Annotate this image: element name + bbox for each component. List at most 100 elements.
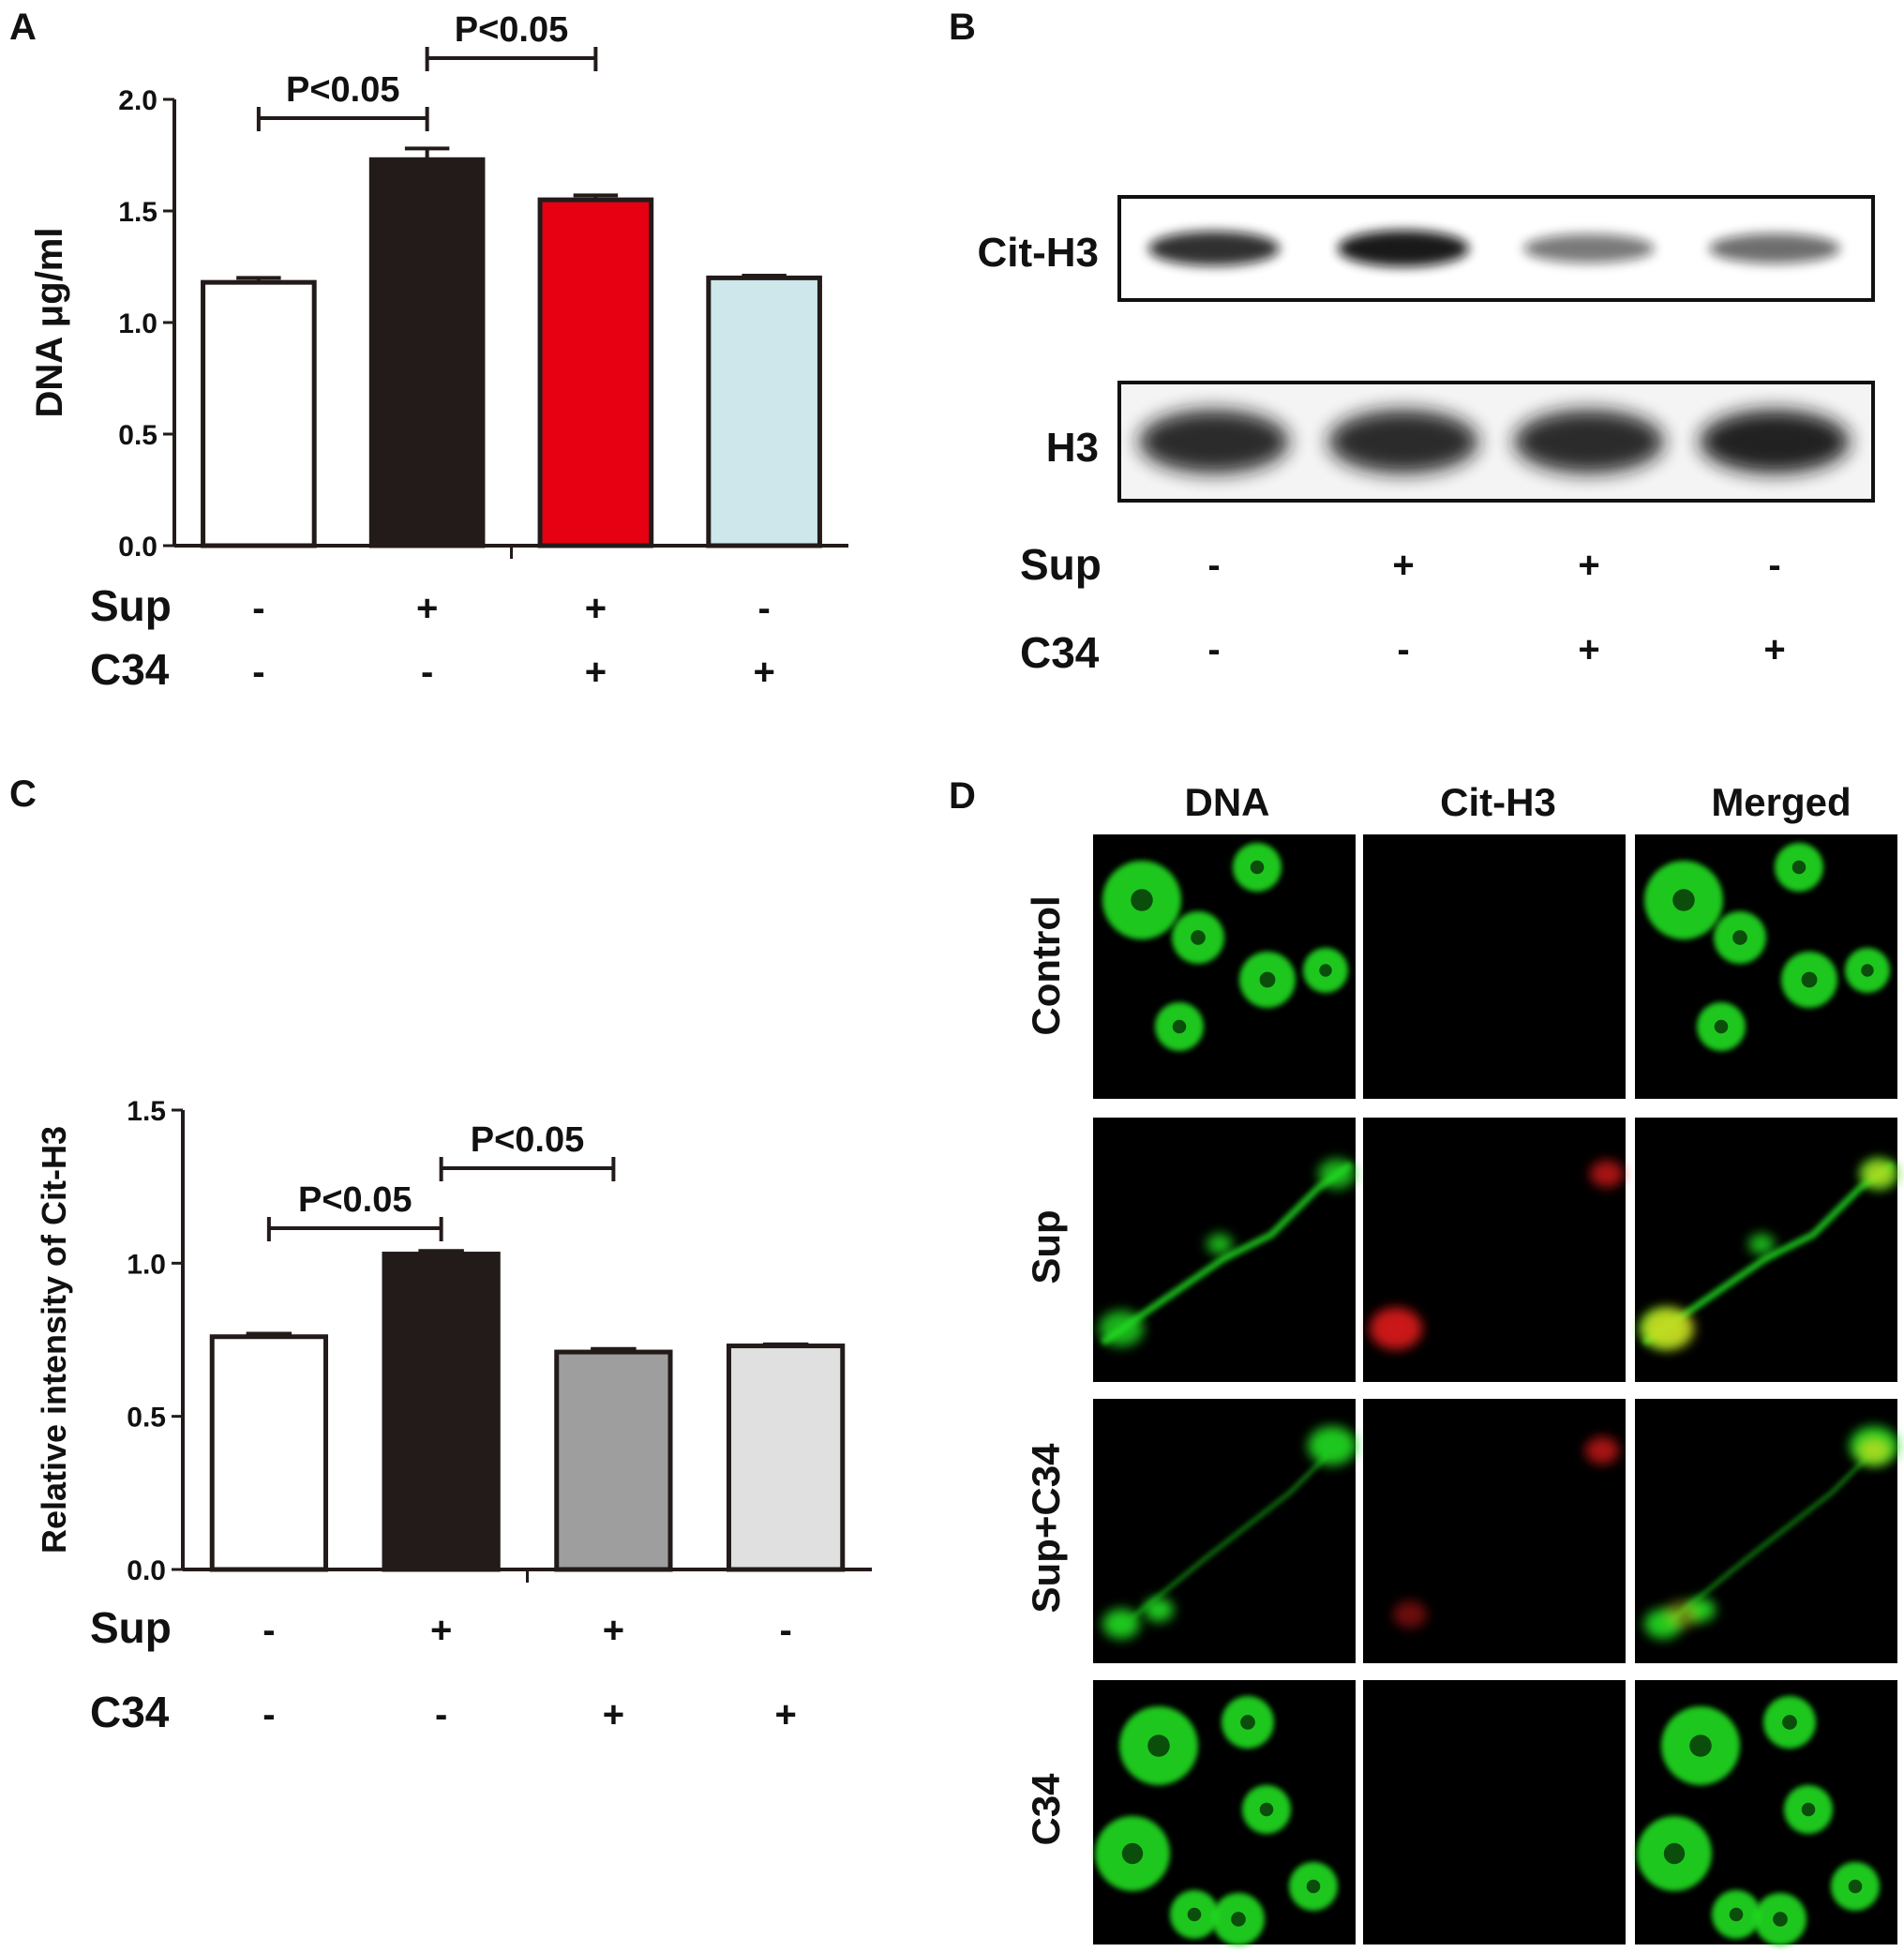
- bar: [382, 1252, 501, 1572]
- h3-band: [1514, 410, 1664, 473]
- cit-h3-signal: [1642, 1307, 1694, 1350]
- micro-tile: [1363, 834, 1626, 1099]
- c34-sign: -: [262, 1694, 275, 1735]
- blot-label-h3: H3: [1046, 425, 1099, 471]
- net-blob: [1748, 1233, 1775, 1255]
- net-blob: [1102, 1609, 1140, 1639]
- y-tick-label: 0.5: [127, 1403, 166, 1434]
- sup-sign: +: [585, 588, 607, 629]
- dna-cell-core: [1231, 1912, 1246, 1927]
- dna-cell-core: [1782, 1715, 1797, 1730]
- condition-label-c34: C34: [90, 645, 170, 694]
- cit-h3-signal: [1857, 1436, 1891, 1464]
- dna-cell-core: [1319, 964, 1332, 977]
- dna-cell-core: [1861, 964, 1874, 977]
- blot-c34-sign: +: [1578, 629, 1599, 670]
- condition-label-c34: C34: [90, 1688, 170, 1736]
- blot-c34-sign: -: [1397, 629, 1409, 670]
- dna-cell-core: [1240, 1715, 1255, 1730]
- blot-sup-sign: +: [1578, 545, 1599, 586]
- c34-sign: -: [435, 1694, 447, 1735]
- dna-cell-core: [1689, 1734, 1712, 1757]
- y-tick-label: 0.0: [127, 1555, 166, 1586]
- y-tick-label: 1.0: [118, 308, 157, 339]
- cit-h3-band: [1709, 233, 1840, 263]
- dna-cell-core: [1801, 971, 1818, 988]
- dna-cell-core: [1729, 1907, 1744, 1922]
- micro-tile: [1635, 834, 1897, 1099]
- y-tick-label: 1.0: [127, 1249, 166, 1280]
- y-tick-label: 1.5: [127, 1096, 166, 1127]
- panel-letter-c: C: [9, 773, 37, 815]
- microscopy-grid: DNA Cit-H3 Merged Control Sup Sup+C34 C3…: [1024, 780, 1898, 1945]
- cit-h3-signal: [1393, 1600, 1427, 1629]
- micro-tile: [1093, 1118, 1356, 1382]
- condition-label-sup: Sup: [90, 581, 172, 630]
- bar: [201, 279, 317, 548]
- micro-header-dna: DNA: [1185, 780, 1270, 824]
- dna-cell-core: [1306, 1879, 1321, 1894]
- y-axis-label: Relative intensity of Cit-H3: [35, 1126, 73, 1554]
- micro-tile: [1093, 834, 1356, 1099]
- blot-c34-sign: +: [1763, 629, 1785, 670]
- bar: [537, 197, 654, 548]
- micro-row-label-sup-c34: Sup+C34: [1024, 1443, 1068, 1614]
- cit-h3-signal: [1370, 1307, 1422, 1350]
- significance-label: P<0.05: [298, 1180, 412, 1220]
- net-blob: [1144, 1598, 1174, 1622]
- c34-sign: +: [585, 652, 607, 693]
- blot-condition-label-c34: C34: [1020, 628, 1100, 677]
- bar: [554, 1349, 673, 1572]
- dna-cell-core: [1259, 1802, 1274, 1817]
- dna-cell-core: [1848, 1879, 1863, 1894]
- cit-h3-signal: [1590, 1160, 1624, 1188]
- h3-band: [1139, 410, 1289, 473]
- sup-sign: -: [262, 1610, 275, 1651]
- blot-condition-label-sup: Sup: [1020, 540, 1102, 589]
- chart-c: 0.0 0.5 1.0 1.5 Relative intensity of Cit-H3…: [35, 1096, 872, 1736]
- micro-row-label-sup: Sup: [1024, 1209, 1068, 1284]
- dna-cell-core: [1801, 1802, 1816, 1817]
- sup-sign: -: [779, 1610, 791, 1651]
- blot-c34-sign: -: [1207, 629, 1220, 670]
- micro-tile: [1635, 1680, 1897, 1945]
- micro-header-cit-h3: Cit-H3: [1440, 780, 1556, 824]
- panel-letter-b: B: [949, 7, 976, 48]
- sup-sign: +: [430, 1610, 452, 1651]
- dna-cell-core: [1187, 1907, 1202, 1922]
- c34-sign: -: [252, 652, 264, 693]
- dna-cell-core: [1147, 1734, 1170, 1757]
- micro-tile: [1093, 1399, 1357, 1663]
- micro-tile: [1363, 1399, 1626, 1663]
- dna-cell-core: [1714, 1019, 1729, 1034]
- western-blot: Cit-H3 H3 Sup C34 - - + - + + - +: [977, 195, 1875, 677]
- y-tick-label: 1.5: [118, 197, 157, 228]
- micro-tile-background: [1363, 1680, 1626, 1944]
- micro-header-merged: Merged: [1711, 780, 1851, 824]
- sup-sign: -: [252, 588, 264, 629]
- dna-cell-core: [1672, 889, 1695, 911]
- dna-cell-core: [1259, 971, 1276, 988]
- y-tick-label: 0.5: [118, 420, 157, 451]
- dna-cell-core: [1663, 1842, 1686, 1865]
- bar: [209, 1334, 329, 1572]
- bar: [726, 1344, 846, 1572]
- micro-tile: [1635, 1399, 1898, 1663]
- c34-sign: +: [753, 652, 774, 693]
- sup-sign: +: [416, 588, 438, 629]
- micro-row-label-c34: C34: [1024, 1773, 1068, 1846]
- micro-tile: [1093, 1680, 1356, 1945]
- condition-label-sup: Sup: [90, 1603, 172, 1652]
- cit-h3-band: [1338, 230, 1469, 267]
- bar: [706, 275, 822, 548]
- net-strand: [1672, 1453, 1871, 1621]
- cit-h3-band: [1148, 231, 1280, 266]
- dna-cell-core: [1773, 1912, 1788, 1927]
- net-strand: [1130, 1453, 1329, 1621]
- sup-sign: -: [757, 588, 770, 629]
- cit-h3-signal: [1585, 1436, 1619, 1464]
- c34-sign: -: [421, 652, 433, 693]
- dna-cell-core: [1250, 860, 1265, 875]
- dna-cell-core: [1121, 1842, 1144, 1865]
